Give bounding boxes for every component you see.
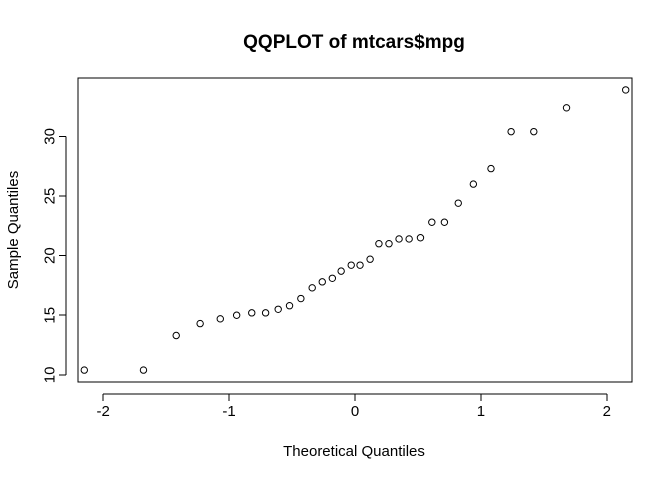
x-tick-label: 2	[603, 403, 611, 420]
y-axis-label: Sample Quantiles	[5, 171, 22, 289]
qq-point	[416, 234, 425, 242]
qq-point	[172, 331, 180, 340]
y-tick-label: 10	[42, 367, 59, 384]
qq-point	[232, 311, 241, 319]
qq-point	[328, 274, 337, 282]
qq-point	[274, 305, 282, 313]
qq-point	[261, 309, 270, 317]
qq-point	[297, 294, 305, 303]
qq-point	[428, 218, 436, 226]
y-tick-label: 20	[42, 247, 59, 264]
qq-point	[308, 284, 316, 292]
x-axis-label: Theoretical Quantiles	[283, 443, 425, 460]
qq-point	[375, 240, 383, 248]
y-tick-label: 25	[42, 188, 59, 205]
qq-point	[507, 127, 515, 136]
qq-point	[562, 104, 571, 112]
qq-point	[356, 261, 364, 269]
y-tick-label: 30	[42, 128, 59, 145]
qq-point	[385, 240, 393, 248]
qq-point	[454, 199, 462, 207]
qq-points	[80, 86, 630, 374]
qq-point	[366, 255, 374, 263]
qq-point	[440, 218, 449, 226]
qq-point	[405, 235, 413, 243]
qq-point	[469, 180, 478, 188]
qq-point	[80, 366, 88, 374]
x-tick-label: 1	[477, 403, 485, 420]
chart-title: QQPLOT of mtcars$mpg	[243, 32, 465, 53]
qq-point	[318, 278, 326, 286]
qq-point	[622, 86, 630, 94]
qq-point	[285, 302, 294, 310]
qq-point	[196, 319, 204, 328]
x-axis: -2 -1 0 1 2	[97, 393, 611, 420]
qq-point	[216, 315, 224, 323]
x-tick-label: -2	[97, 403, 110, 420]
y-tick-label: 15	[42, 307, 59, 324]
qq-point	[487, 164, 495, 173]
x-tick-label: -1	[222, 403, 235, 420]
x-tick-label: 0	[351, 403, 359, 420]
qq-point	[347, 261, 355, 269]
qq-point	[248, 309, 256, 317]
qq-point	[395, 235, 403, 243]
plot-frame	[77, 77, 633, 383]
qq-point	[530, 127, 538, 136]
qq-point	[139, 366, 148, 374]
y-axis: 10 15 20 25 30	[42, 128, 67, 383]
qq-point	[337, 267, 345, 275]
